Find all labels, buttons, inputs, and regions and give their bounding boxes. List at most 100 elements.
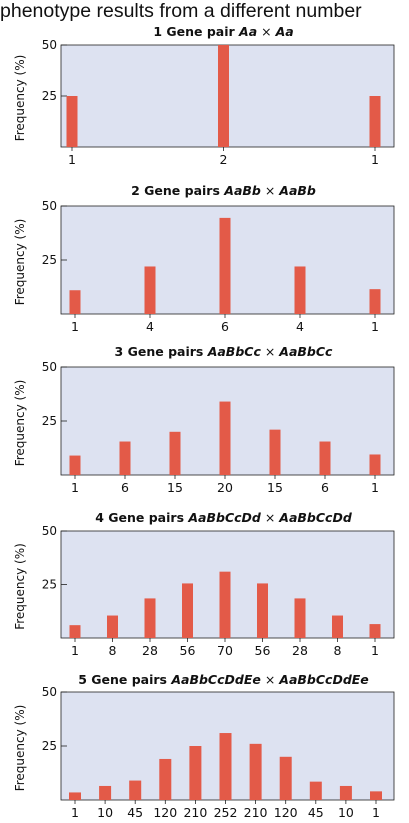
y-axis-label: Frequency (%) [13,380,27,467]
x-tick-label: 20 [217,480,233,495]
x-tick-label: 1 [71,480,79,495]
x-tick-label: 210 [183,805,207,820]
bar [369,454,381,475]
x-tick-label: 4 [296,319,304,334]
genotype-left: AaBbCc [207,344,262,359]
bar [107,615,118,638]
x-tick-label: 10 [338,805,354,820]
bar [69,625,81,638]
y-tick-label: 50 [42,360,57,374]
bar [69,455,81,475]
x-tick-label: 1 [371,319,379,334]
bar [182,583,193,638]
bar [218,45,229,147]
bar [119,441,131,475]
y-tick-label: 25 [42,89,57,103]
bar [144,598,156,638]
x-tick-label: 252 [214,805,238,820]
bar [370,791,382,800]
bar [144,266,156,314]
x-tick-label: 70 [217,643,233,658]
x-tick-label: 6 [221,319,229,334]
x-tick-label: 1 [371,152,379,167]
bar [319,441,331,475]
x-tick-label: 15 [267,480,283,495]
chart-title-prefix: 3 Gene pairs [115,344,208,359]
x-tick-label: 2 [220,152,228,167]
x-tick-label: 1 [71,319,79,334]
genotype-left: AaBb [223,183,261,198]
bar [369,624,381,638]
bar [99,785,112,800]
cross-symbol: × [257,24,275,39]
genotype-right: AaBbCcDd [278,510,353,525]
x-tick-label: 28 [142,643,158,658]
genotype-right: AaBb [278,183,316,198]
bar [219,571,231,638]
bar [129,780,142,800]
bar [332,615,343,638]
x-tick-label: 1 [371,643,379,658]
x-tick-label: 15 [167,480,183,495]
chart-title-prefix: 5 Gene pairs [78,672,171,687]
chart-title: 3 Gene pairs AaBbCc × AaBbCc [115,344,333,359]
chart-panel-5: 5 Gene pairs AaBbCcDdEe × AaBbCcDdEe 50 25… [13,672,395,820]
bar [69,290,81,314]
chart-title: 4 Gene pairs AaBbCcDd × AaBbCcDd [95,510,353,525]
x-tick-label: 1 [71,643,79,658]
y-axis-label: Frequency (%) [13,55,27,142]
y-axis-label: Frequency (%) [13,219,27,306]
y-tick-label: 25 [42,739,57,753]
cross-symbol: × [261,510,279,525]
y-tick-label: 25 [42,414,57,428]
x-tick-label: 45 [127,805,143,820]
x-tick-label: 6 [321,480,329,495]
x-tick-label: 4 [146,319,154,334]
bar [309,781,322,800]
chart-title: 1 Gene pair Aa × Aa [153,24,293,39]
chart-panel-2: 2 Gene pairs AaBb × AaBb 50 25 Frequency (%… [13,183,395,334]
bar [249,743,262,800]
genotype-right: Aa [275,24,294,39]
bar [369,289,381,314]
x-tick-label: 1 [71,805,79,820]
x-tick-label: 120 [274,805,298,820]
bar [339,785,352,800]
chart-panel-4: 4 Gene pairs AaBbCcDd × AaBbCcDd 50 25 Freq… [13,510,395,658]
bar [159,758,172,800]
x-tick-label: 28 [292,643,308,658]
y-tick-label: 25 [42,253,57,267]
chart-panel-3: 3 Gene pairs AaBbCc × AaBbCc 50 25 Frequenc… [13,344,395,495]
y-axis-label: Frequency (%) [13,543,27,630]
bar [169,431,181,475]
x-tick-label: 1 [372,805,380,820]
chart-title: 5 Gene pairs AaBbCcDdEe × AaBbCcDdEe [78,672,369,687]
bar [369,96,381,147]
y-axis-label: Frequency (%) [13,705,27,792]
genotype-left: AaBbCcDdEe [170,672,261,687]
page-heading: phenotype results from a different numbe… [0,0,362,22]
genotype-right: AaBbCcDdEe [278,672,369,687]
bar [219,733,232,800]
x-tick-label: 210 [244,805,268,820]
x-tick-label: 56 [180,643,196,658]
x-tick-label: 1 [68,152,76,167]
y-tick-label: 50 [42,524,57,538]
bar [219,217,231,314]
chart-title-prefix: 1 Gene pair [153,24,239,39]
bar [269,429,281,475]
bar [69,792,81,800]
genotype-right: AaBbCc [278,344,333,359]
y-tick-label: 25 [42,578,57,592]
bar [279,756,292,800]
chart-panel-1: 1 Gene pair Aa × Aa 50 25 Frequency (%) 1 2 1 [13,24,395,167]
y-tick-label: 50 [42,38,57,52]
bar [189,746,202,800]
bar [294,598,306,638]
x-tick-label: 10 [97,805,113,820]
bar [219,401,231,475]
y-tick-label: 50 [42,685,57,699]
bar [257,583,268,638]
y-tick-label: 50 [42,199,57,213]
